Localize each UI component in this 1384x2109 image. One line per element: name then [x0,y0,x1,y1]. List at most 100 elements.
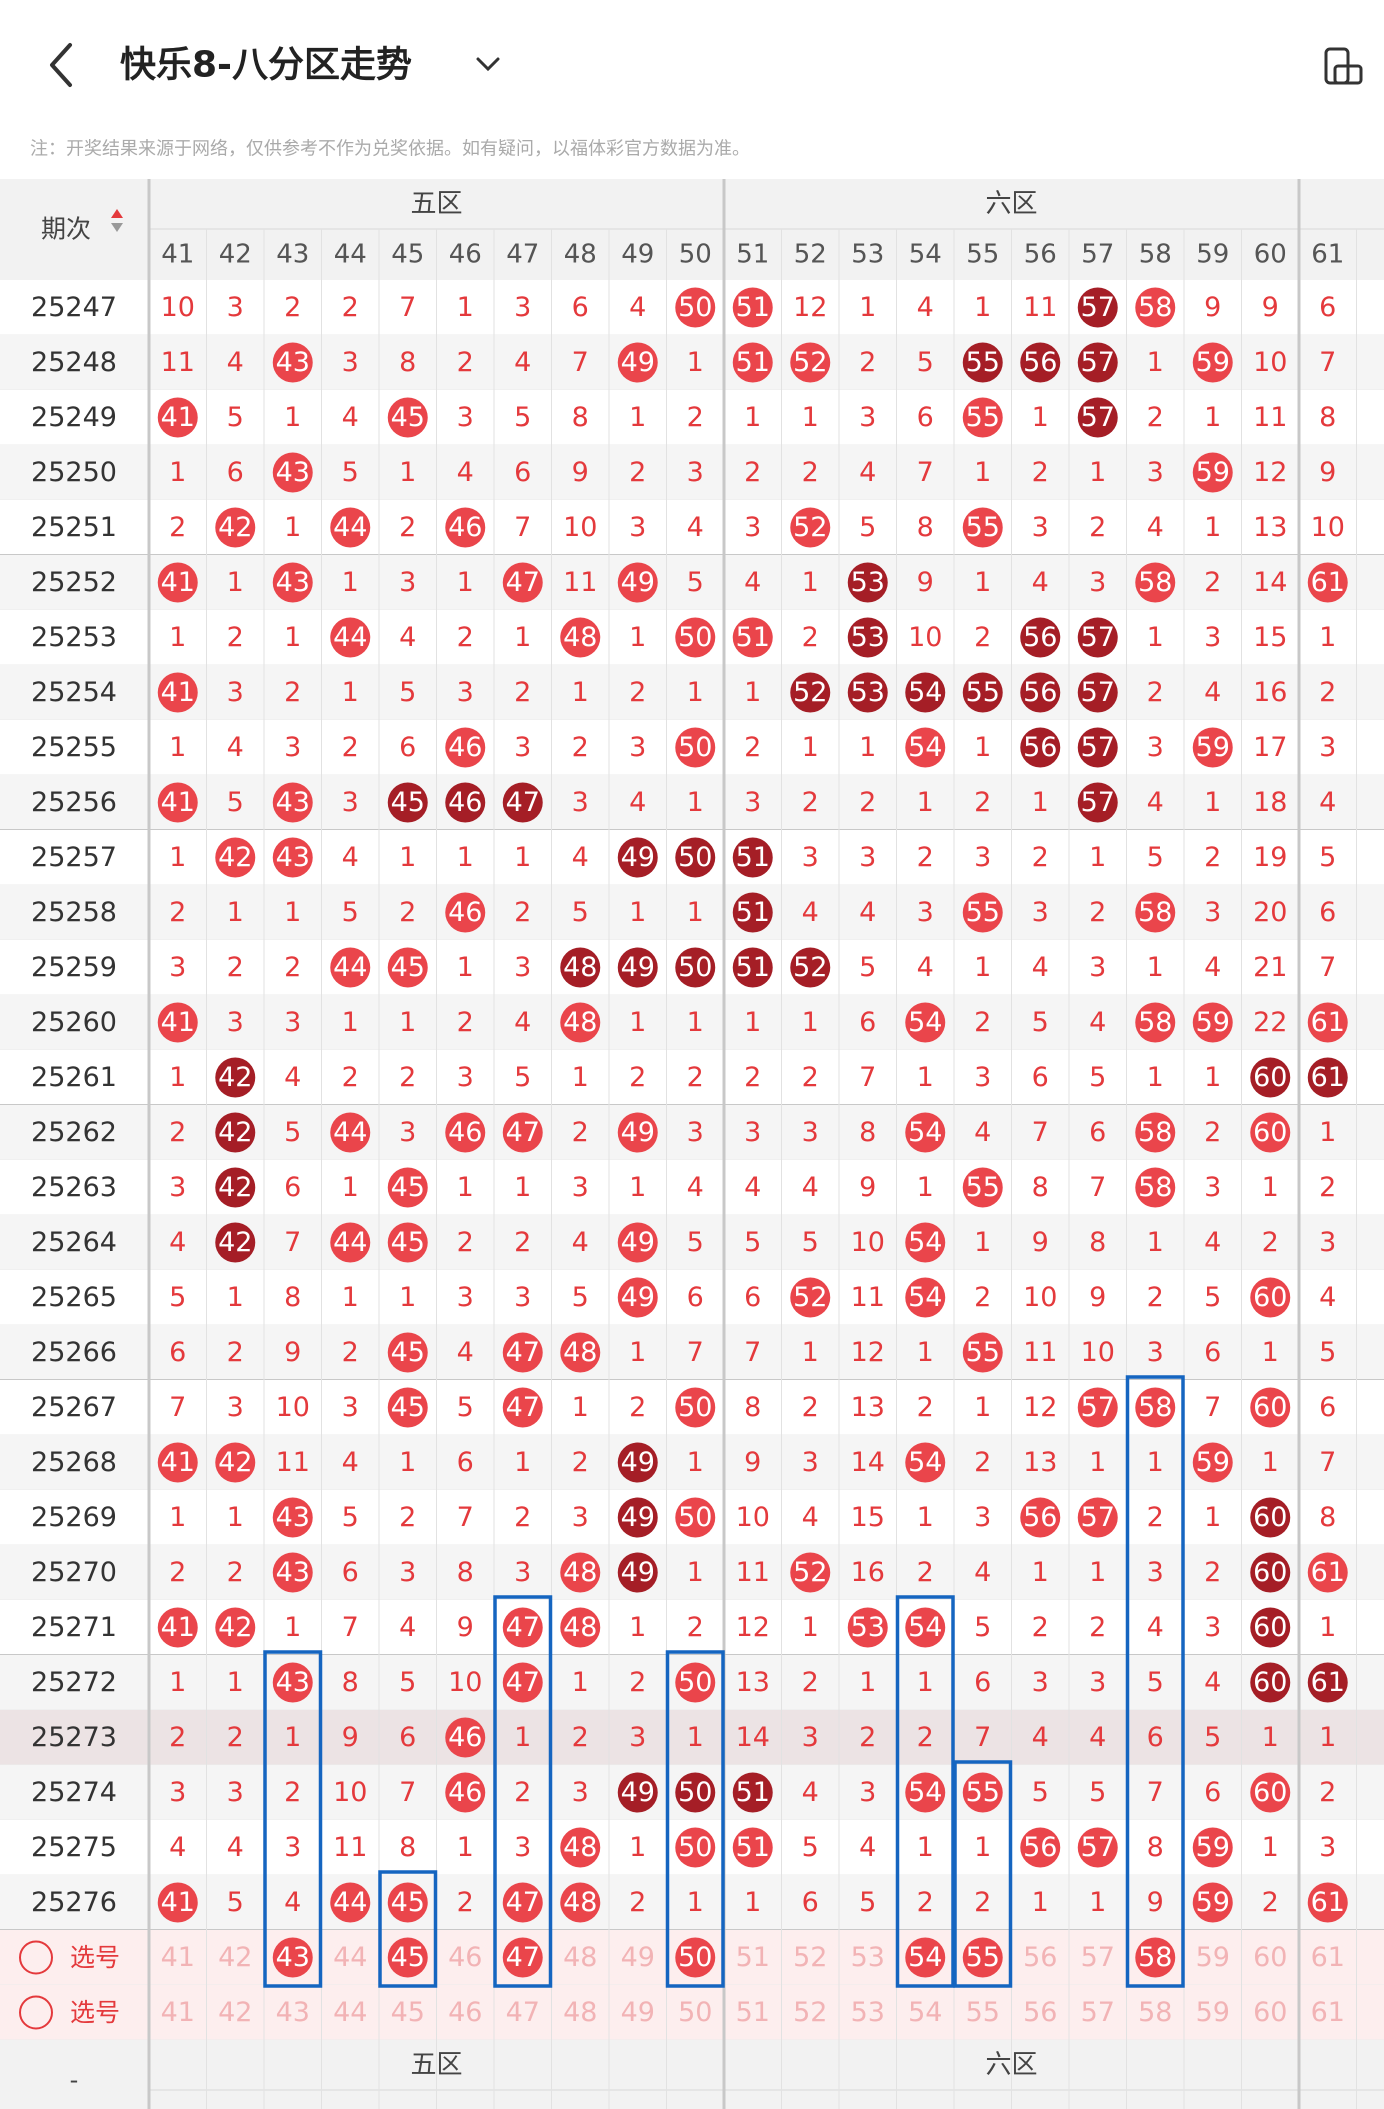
hit-ball [790,672,831,713]
cell: 54 [908,1777,942,1808]
hit-ball [502,1607,543,1648]
back-button[interactable] [50,43,72,87]
cell: 58 [1138,292,1172,323]
cell: 3 [457,1062,474,1093]
select-number[interactable]: 46 [448,1997,482,2028]
cell: 1 [572,1667,589,1698]
select-number[interactable]: 49 [621,1942,655,1973]
select-number[interactable]: 44 [333,1997,367,2028]
cell: 3 [169,1777,186,1808]
select-number[interactable]: 51 [736,1942,770,1973]
cell: 50 [678,1392,712,1423]
cell: 10 [908,622,942,653]
cell: 2 [572,1447,589,1478]
cell: 48 [563,1612,597,1643]
cell: 10 [851,1227,885,1258]
cell: 41 [161,1612,195,1643]
select-number[interactable]: 55 [966,1997,1000,2028]
select-number[interactable]: 53 [851,1997,885,2028]
select-number[interactable]: 53 [851,1942,885,1973]
select-number[interactable]: 41 [161,1997,195,2028]
cell: 1 [629,1337,646,1368]
cell: 5 [1089,1777,1106,1808]
cell: 57 [1081,1392,1115,1423]
cell: 2 [687,1612,704,1643]
cell: 1 [1089,1887,1106,1918]
select-number[interactable]: 60 [1253,1942,1287,1973]
cell: 4 [687,1172,704,1203]
hit-ball [905,1607,946,1648]
cell: 3 [572,1777,589,1808]
hit-ball [962,1167,1003,1208]
select-number[interactable]: 59 [1196,1997,1230,2028]
hit-ball[interactable] [1135,1937,1176,1978]
cell: 3 [514,1832,531,1863]
select-number[interactable]: 45 [391,1942,425,1973]
cell: 43 [276,1667,310,1698]
cell: 2 [859,1722,876,1753]
select-number[interactable]: 42 [218,1997,252,2028]
cell: 2 [974,622,991,653]
select-number[interactable]: 61 [1311,1942,1345,1973]
select-number[interactable]: 47 [506,1942,540,1973]
select-number[interactable]: 41 [161,1942,195,1973]
select-number[interactable]: 61 [1311,1997,1345,2028]
select-number[interactable]: 57 [1081,1997,1115,2028]
cell: 2 [399,897,416,928]
select-number[interactable]: 43 [276,1942,310,1973]
select-number[interactable]: 47 [506,1997,540,2028]
hit-ball[interactable] [905,1937,946,1978]
cell: 3 [744,1117,761,1148]
rotate-icon[interactable] [1324,47,1363,85]
cell: 1 [629,1007,646,1038]
select-number[interactable]: 52 [793,1942,827,1973]
select-number[interactable]: 52 [793,1997,827,2028]
select-number[interactable]: 42 [218,1942,252,1973]
select-number[interactable]: 50 [678,1942,712,1973]
hit-ball[interactable] [272,1937,313,1978]
hit-ball [1077,727,1118,768]
select-number[interactable]: 46 [448,1942,482,1973]
hit-ball [272,1662,313,1703]
select-number[interactable]: 58 [1138,1942,1172,1973]
dropdown[interactable] [476,57,500,72]
cell: 51 [736,1777,770,1808]
cell: 2 [744,1062,761,1093]
cell: 55 [966,1777,1000,1808]
select-number[interactable]: 55 [966,1942,1000,1973]
cell: 4 [227,1832,244,1863]
select-number[interactable]: 60 [1253,1997,1287,2028]
select-number[interactable]: 56 [1023,1997,1057,2028]
cell: 9 [1319,457,1336,488]
select-number[interactable]: 43 [276,1997,310,2028]
cell: 58 [1138,897,1172,928]
select-number[interactable]: 54 [908,1997,942,2028]
select-number[interactable]: 48 [563,1997,597,2028]
hit-ball [847,562,888,603]
cell: 1 [1319,1117,1336,1148]
cell: 3 [629,1722,646,1753]
select-number[interactable]: 48 [563,1942,597,1973]
select-number[interactable]: 58 [1138,1997,1172,2028]
select-number[interactable]: 54 [908,1942,942,1973]
select-radio[interactable] [19,1940,53,1975]
select-number[interactable]: 57 [1081,1942,1115,1973]
select-number[interactable]: 50 [678,1997,712,2028]
select-radio[interactable] [19,1995,53,2030]
cell: 11 [1253,402,1287,433]
cell: 49 [621,1557,655,1588]
select-number[interactable]: 45 [391,1997,425,2028]
select-number[interactable]: 44 [333,1942,367,1973]
cell: 9 [1032,1227,1049,1258]
hit-ball[interactable] [962,1937,1003,1978]
select-number[interactable]: 56 [1023,1942,1057,1973]
hit-ball[interactable] [387,1937,428,1978]
hit-ball[interactable] [675,1937,716,1978]
select-number[interactable]: 49 [621,1997,655,2028]
select-number[interactable]: 51 [736,1997,770,2028]
select-number[interactable]: 59 [1196,1942,1230,1973]
hit-ball[interactable] [502,1937,543,1978]
hit-ball [157,397,198,438]
hit-ball [1020,727,1061,768]
hit-ball [847,1607,888,1648]
